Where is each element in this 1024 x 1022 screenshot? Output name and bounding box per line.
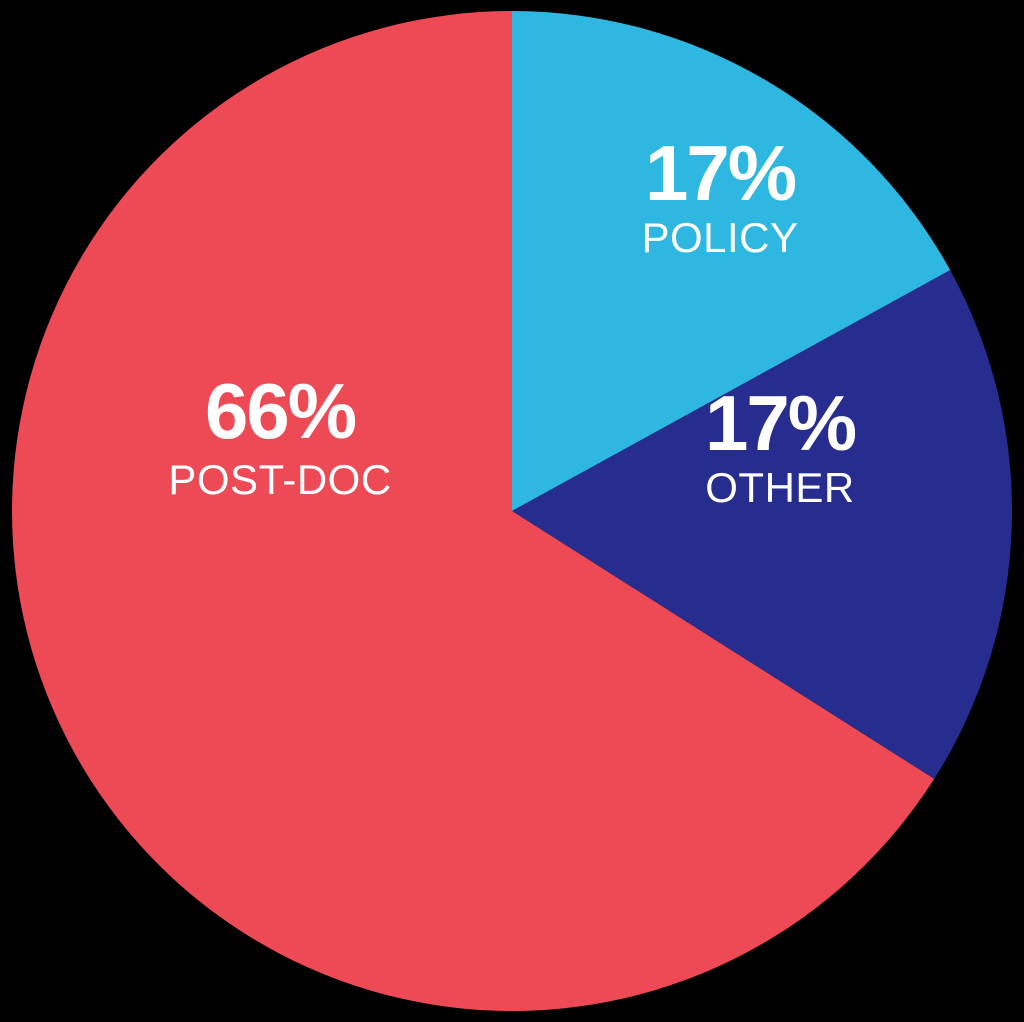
slice-percent-label: 17%: [645, 129, 796, 217]
slice-name-label: POST-DOC: [168, 456, 391, 503]
slice-name-label: POLICY: [641, 214, 798, 261]
slice-name-label: OTHER: [705, 464, 855, 511]
slice-percent-label: 17%: [705, 379, 856, 467]
slice-percent-label: 66%: [205, 367, 356, 455]
pie-chart: 17%POLICY17%OTHER66%POST-DOC: [0, 0, 1024, 1022]
